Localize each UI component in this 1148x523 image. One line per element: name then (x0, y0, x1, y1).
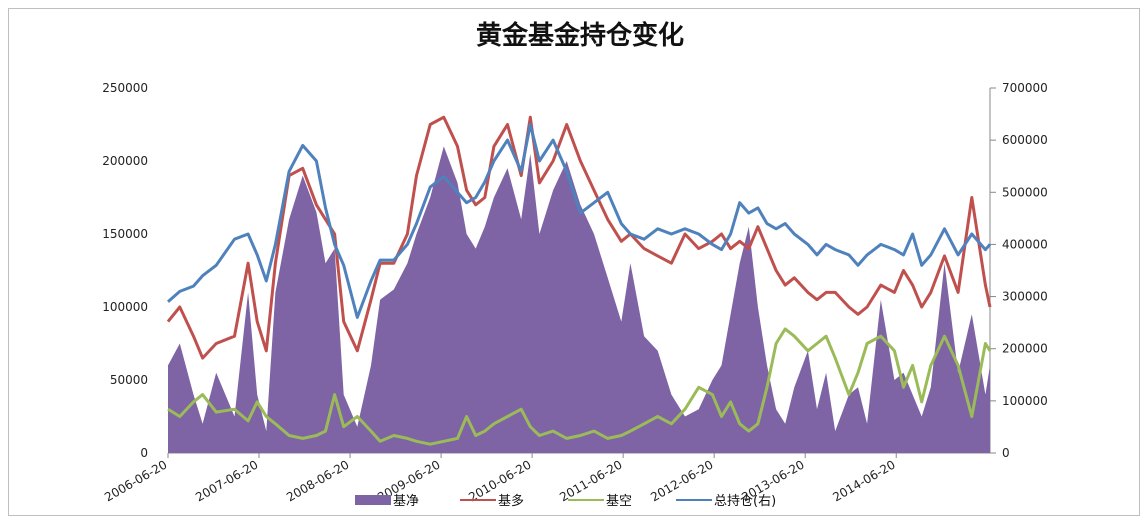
y-right-tick-label: 400000 (1002, 237, 1048, 251)
legend-label: 基净 (393, 494, 419, 509)
y-axis-left: 0 50000 100000 150000 200000 250000 (102, 81, 148, 460)
y-left-tick-label: 250000 (102, 81, 148, 95)
y-right-tick-label: 600000 (1002, 133, 1048, 147)
x-axis: 2006-06-20 2007-06-20 2008-06-20 2009-06-20… (102, 452, 990, 504)
y-left-tick-label: 0 (140, 446, 148, 460)
y-right-tick-label: 200000 (1002, 342, 1048, 356)
series-line-total (167, 123, 992, 319)
y-left-tick-label: 100000 (102, 300, 148, 314)
legend-label: 基多 (498, 493, 524, 509)
x-tick-label: 2007-06-20 (193, 457, 260, 504)
series-area-net (168, 146, 990, 453)
series-line-long (166, 115, 992, 360)
y-left-tick-label: 200000 (102, 154, 148, 168)
y-right-tick-label: 300000 (1002, 290, 1048, 304)
legend-swatch (355, 495, 391, 505)
x-tick-label: 2012-06-20 (648, 457, 715, 504)
y-left-tick-label: 50000 (110, 373, 148, 387)
chart-title: 黄金基金持仓变化 (476, 20, 684, 51)
x-tick-label: 2006-06-20 (102, 457, 169, 504)
y-right-tick-label: 100000 (1002, 394, 1048, 408)
x-tick-label: 2008-06-20 (284, 457, 351, 504)
legend-label: 总持仓(右) (714, 494, 776, 509)
series-line-short (167, 327, 992, 446)
y-right-tick-label: 0 (1002, 446, 1010, 460)
y-right-tick-label: 500000 (1002, 185, 1048, 199)
legend-label: 基空 (606, 494, 632, 509)
series-layer (166, 115, 992, 453)
legend: 基净 基多 基空 总持仓(右) (355, 493, 776, 509)
x-tick-label: 2014-06-20 (830, 457, 897, 504)
y-axis-right: 0 100000 200000 300000 400000 500000 600000 700… (989, 81, 1048, 460)
y-right-tick-label: 700000 (1002, 81, 1048, 95)
y-left-tick-label: 150000 (102, 227, 148, 241)
